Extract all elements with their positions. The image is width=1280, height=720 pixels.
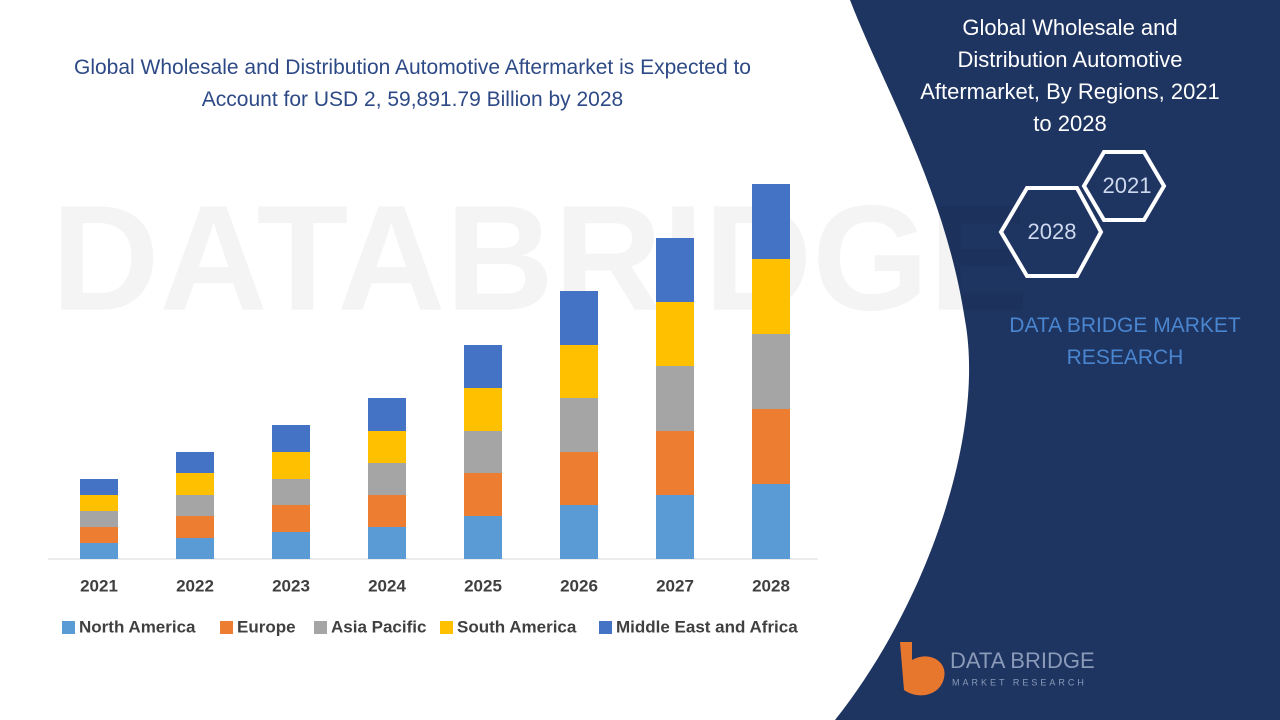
bar-segment: [560, 452, 598, 505]
bar-segment: [752, 484, 790, 559]
bar-segment: [752, 184, 790, 259]
legend-label: South America: [457, 617, 577, 636]
bar-segment: [752, 334, 790, 409]
bar-segment: [80, 527, 118, 543]
x-tick-label: 2028: [752, 576, 790, 595]
bar-segment: [560, 398, 598, 452]
bar-segment: [176, 473, 214, 495]
bar-segment: [368, 527, 406, 559]
panel-title: Global Wholesale and Distribution Automo…: [920, 15, 1220, 136]
legend-label: Asia Pacific: [331, 617, 426, 636]
bar-segment: [272, 505, 310, 532]
bar-segment: [176, 516, 214, 538]
hexagon: [998, 186, 1104, 278]
bar-segment: [656, 238, 694, 302]
bar-segment: [656, 302, 694, 366]
bar-segment: [368, 495, 406, 527]
bar-segment: [176, 452, 214, 473]
bar-segment: [80, 479, 118, 495]
logo-name: DATA BRIDGE: [950, 648, 1095, 673]
bar-segment: [752, 259, 790, 334]
bar-segment: [560, 345, 598, 398]
bar-segment: [752, 409, 790, 484]
bar-segment: [272, 425, 310, 452]
chart-title: Global Wholesale and Distribution Automo…: [73, 56, 751, 111]
hex-label: 2028: [1028, 219, 1077, 244]
bar-segment: [176, 495, 214, 516]
bar-segment: [368, 431, 406, 463]
bar-segment: [80, 495, 118, 511]
bar-segment: [656, 495, 694, 559]
bar-segment: [464, 516, 502, 559]
legend-label: Middle East and Africa: [616, 617, 798, 636]
bar-segment: [464, 431, 502, 473]
legend-swatch: [62, 621, 75, 634]
x-tick-label: 2024: [368, 576, 406, 595]
bar-segment: [656, 366, 694, 431]
hexagon: [1081, 150, 1167, 222]
bar-segment: [80, 511, 118, 527]
brand-text: DATA BRIDGE MARKET RESEARCH: [1009, 314, 1241, 369]
bar-segment: [272, 532, 310, 559]
bar-segment: [560, 505, 598, 559]
logo-tagline: MARKET RESEARCH: [952, 677, 1087, 687]
legend-label: North America: [79, 617, 196, 636]
bar-segment: [464, 473, 502, 516]
legend-swatch: [314, 621, 327, 634]
x-tick-label: 2027: [656, 576, 694, 595]
bar-segment: [80, 543, 118, 559]
bar-segment: [176, 538, 214, 559]
bar-segment: [656, 431, 694, 495]
x-tick-label: 2021: [80, 576, 118, 595]
legend-swatch: [440, 621, 453, 634]
bar-segment: [560, 291, 598, 345]
hex-label: 2021: [1103, 173, 1152, 198]
x-tick-label: 2023: [272, 576, 310, 595]
bar-segment: [368, 463, 406, 495]
bar-segment: [464, 388, 502, 431]
x-tick-label: 2025: [464, 576, 502, 595]
bar-segment: [368, 398, 406, 431]
legend-swatch: [220, 621, 233, 634]
legend-label: Europe: [237, 617, 296, 636]
side-panel: [835, 0, 1280, 720]
logo-icon: [900, 642, 945, 696]
x-tick-label: 2026: [560, 576, 598, 595]
x-tick-label: 2022: [176, 576, 214, 595]
bar-segment: [464, 345, 502, 388]
legend-swatch: [599, 621, 612, 634]
bar-segment: [272, 479, 310, 505]
bar-segment: [272, 452, 310, 479]
